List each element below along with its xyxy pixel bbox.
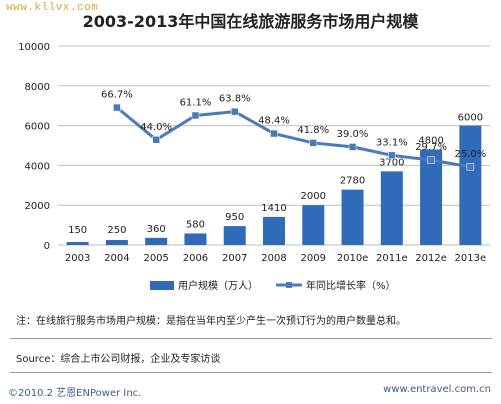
chart: 0 2000 4000 6000 8000 10000 150 2003 250 2004 360 2… <box>18 42 490 292</box>
bar-value-label: 4800 <box>418 135 443 146</box>
bar-value-label: 360 <box>147 224 166 235</box>
bar-value-label: 2000 <box>301 191 326 202</box>
growth-label: 61.1% <box>180 98 212 109</box>
bar-value-label: 3700 <box>379 157 404 168</box>
growth-label: 39.0% <box>337 129 369 140</box>
y-tick-label: 0 <box>44 241 50 252</box>
bar <box>263 216 285 245</box>
watermark: www.kllvx.com <box>6 2 99 14</box>
divider <box>10 338 492 339</box>
bar <box>302 205 325 245</box>
bar <box>341 189 364 245</box>
bar <box>66 242 89 245</box>
growth-label: 48.4% <box>258 116 290 127</box>
growth-point <box>348 143 357 151</box>
growth-point <box>466 163 475 171</box>
bar <box>459 125 482 245</box>
y-tick-label: 8000 <box>25 82 50 93</box>
x-tick-label: 2007 <box>222 253 247 264</box>
legend-bar-label: 用户规模（万人） <box>178 279 258 292</box>
x-tick-label: 2005 <box>143 253 168 264</box>
x-tick-label: 2004 <box>104 253 129 264</box>
copyright: ©2010.2 艺恩ENPower Inc. <box>8 388 142 399</box>
legend-line-marker <box>286 282 292 288</box>
y-tick-label: 4000 <box>25 161 50 172</box>
y-tick-label: 2000 <box>25 201 50 212</box>
legend-line-label: 年同比增长率（%） <box>306 279 396 292</box>
growth-line <box>115 106 471 169</box>
bar-value-label: 150 <box>68 225 87 236</box>
x-tick-label: 2011e <box>376 253 408 264</box>
growth-label: 63.8% <box>219 94 251 105</box>
bar-value-label: 1410 <box>261 203 286 214</box>
bar-value-label: 250 <box>107 225 126 236</box>
growth-point <box>270 129 278 138</box>
divider <box>10 372 492 373</box>
growth-label: 44.0% <box>140 122 172 133</box>
growth-label: 25.0% <box>454 149 486 160</box>
x-tick-label: 2006 <box>183 253 208 264</box>
growth-point <box>230 107 239 116</box>
growth-label: 33.1% <box>376 137 408 148</box>
growth-point <box>191 111 200 120</box>
source-note: Source：综合上市公司财报，企业及专家访谈 <box>16 354 221 365</box>
growth-point <box>427 156 435 164</box>
y-tick-label: 6000 <box>25 122 50 133</box>
bar <box>184 233 207 245</box>
x-tick-label: 2013e <box>455 253 487 264</box>
growth-label: 41.8% <box>297 125 329 136</box>
definition-note: 注：在线旅行服务市场用户规模：是指在当年内至少产生一次预订行为的用户数量总和。 <box>16 316 406 327</box>
growth-label: 29.7% <box>415 142 447 153</box>
growth-point <box>309 139 318 147</box>
legend-bar-swatch <box>150 281 174 290</box>
bar <box>420 149 443 245</box>
growth-label: 66.7% <box>101 90 133 101</box>
footer-url[interactable]: www.entravel.com.cn <box>383 384 491 395</box>
x-tick-label: 2009 <box>301 253 326 264</box>
y-tick-label: 10000 <box>18 42 50 53</box>
bar <box>380 171 403 245</box>
bar <box>223 226 246 245</box>
x-tick-label: 2003 <box>65 253 90 264</box>
growth-point <box>388 151 396 160</box>
x-tick-label: 2010e <box>337 253 369 264</box>
bar-value-label: 6000 <box>458 113 483 124</box>
bar-value-label: 950 <box>225 212 244 223</box>
bar <box>105 240 128 245</box>
x-tick-label: 2008 <box>261 253 286 264</box>
bar-value-label: 580 <box>186 219 205 230</box>
chart-title: 2003-2013年中国在线旅游服务市场用户规模 <box>82 12 419 31</box>
growth-point <box>113 103 121 112</box>
growth-point <box>152 136 160 144</box>
bar-value-label: 2780 <box>340 176 365 187</box>
bar <box>145 237 168 245</box>
x-tick-label: 2012e <box>415 253 447 264</box>
